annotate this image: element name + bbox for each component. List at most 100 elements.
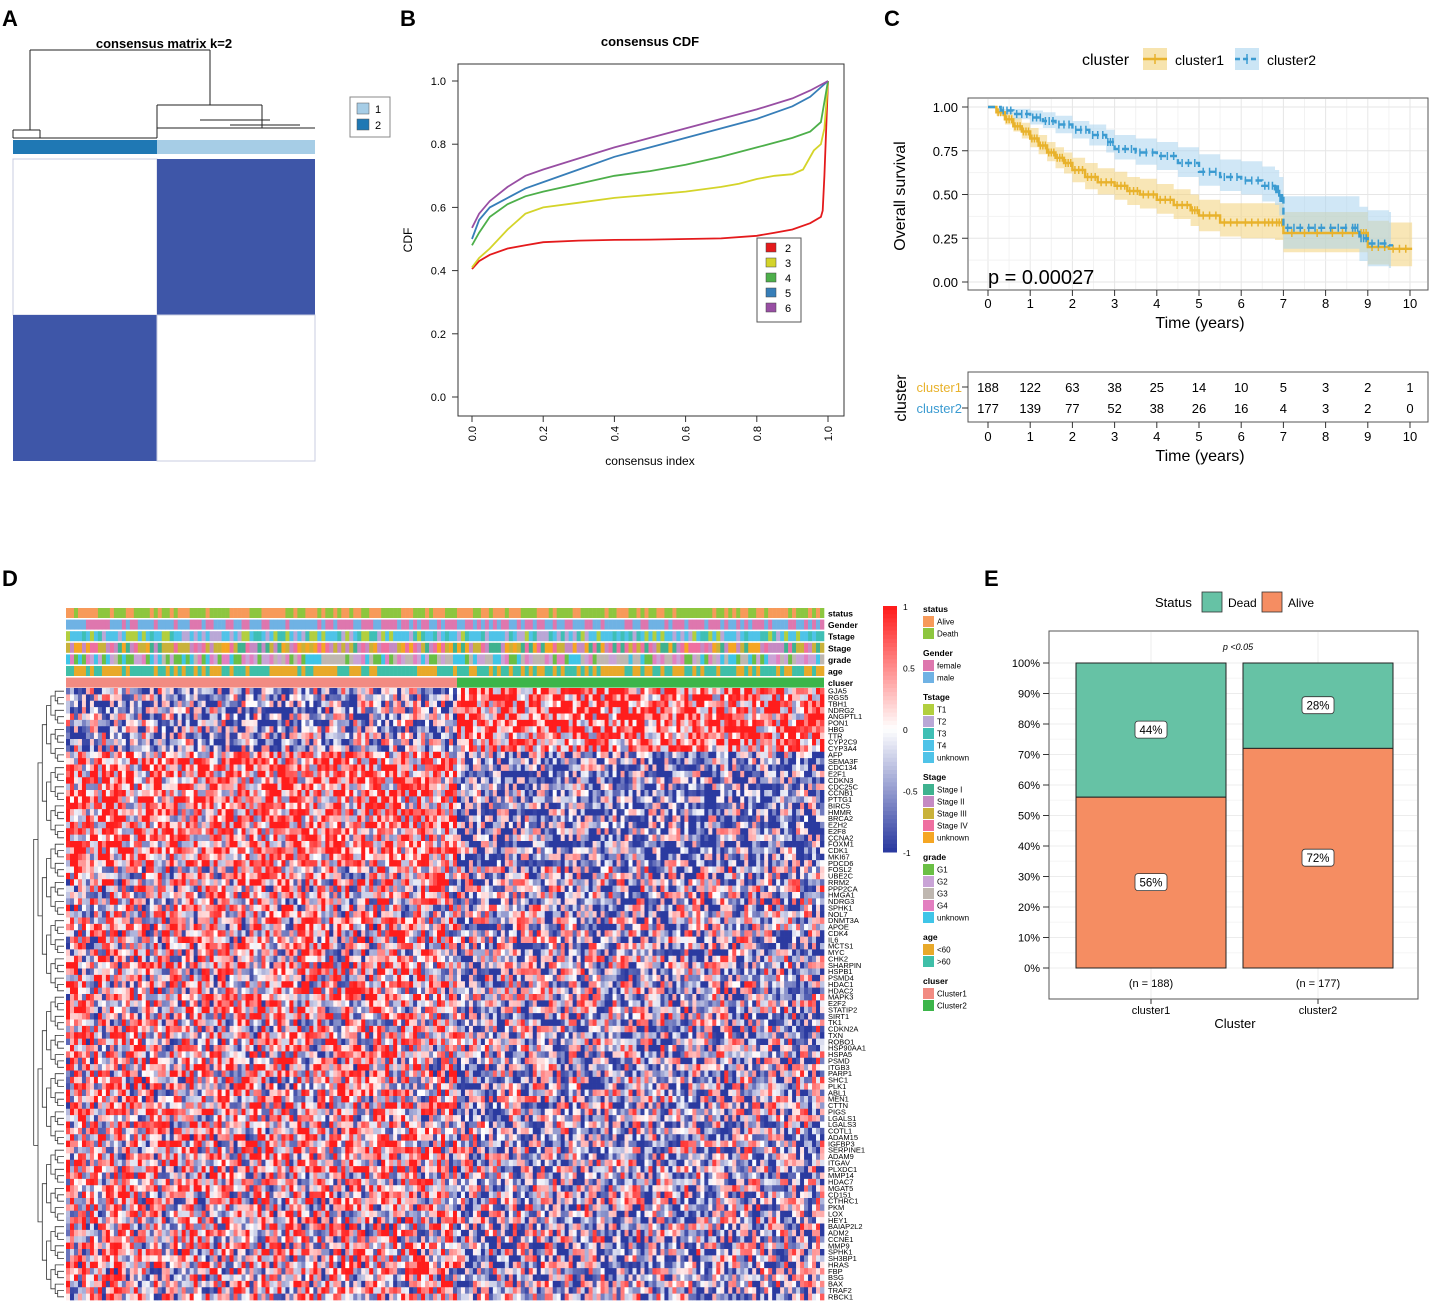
colorbar-step (883, 806, 897, 812)
dendrogram-branch (54, 709, 64, 721)
matrix-legend-label-2: 2 (375, 120, 381, 132)
bar-legend-label: Dead (1228, 596, 1257, 610)
risk-row-label-cluster1: cluster1 (916, 380, 962, 395)
km-x-tick-label: 6 (1238, 296, 1245, 311)
annotation-legend-swatch (923, 704, 934, 715)
colorbar-step (883, 655, 897, 660)
cdf-legend-swatch (765, 242, 777, 253)
annotation-legend-label: unknown (937, 754, 969, 763)
dendrogram-branch (41, 1030, 47, 1108)
annotation-track-age (66, 666, 825, 676)
gene-label: MKI67 (828, 852, 850, 861)
dendrogram-branch (54, 824, 64, 835)
dendrogram-branch (57, 869, 64, 877)
gene-label: RBCK1 (828, 1292, 853, 1301)
dendrogram-branch (54, 977, 64, 988)
heatmap-row (66, 834, 825, 842)
colorbar-step (883, 823, 897, 828)
dendrogram-branch (57, 1098, 64, 1106)
dendrogram-branch (54, 1092, 64, 1103)
colorbar-step (883, 798, 897, 804)
heatmap-row (66, 821, 825, 829)
heatmap-row (66, 943, 825, 950)
consensus-matrix-title: consensus matrix k=2 (96, 36, 232, 51)
heatmap-row (66, 1045, 825, 1052)
cluster-track-2 (456, 677, 824, 688)
bar-y-tick-label: 30% (1018, 872, 1040, 884)
colorbar-step (883, 675, 897, 681)
dendrogram-branch (50, 848, 56, 869)
annotation-legend-swatch (923, 832, 934, 843)
gene-label: FBP (828, 1267, 843, 1276)
dendrogram-branch (46, 705, 51, 745)
heatmap-row (66, 1159, 825, 1167)
heatmap-row (66, 968, 825, 976)
dendrogram-branch (50, 1231, 56, 1251)
risk-x-tick-label: 9 (1364, 429, 1371, 444)
colorbar-step (883, 839, 897, 845)
panel-label-d: D (2, 566, 18, 591)
dendrogram-branch (54, 767, 64, 778)
annotation-legend-swatch (923, 864, 934, 875)
risk-x-tick-label: 2 (1069, 429, 1076, 444)
dendrogram-branch (54, 729, 64, 740)
annotation-legend-label: Stage I (937, 786, 962, 795)
cdf-legend-label: 5 (785, 288, 791, 300)
risk-cell: 0 (1406, 401, 1413, 416)
heatmap-row (66, 1070, 825, 1078)
annotation-legend-swatch (923, 672, 934, 683)
colorbar-step (883, 712, 897, 718)
heatmap-row (66, 1223, 825, 1231)
gene-label: NDRG3 (828, 897, 854, 906)
annotation-track-Gender (66, 619, 825, 630)
bar-y-tick-label: 10% (1018, 933, 1040, 945)
bar-legend-label: Alive (1288, 596, 1314, 610)
km-legend-label: cluster1 (1175, 52, 1224, 68)
gene-label: EZH2 (828, 821, 847, 830)
heatmap-row (66, 1127, 825, 1135)
bar-percent-box (1301, 848, 1335, 867)
annotation-legend-label: Cluster1 (937, 990, 967, 999)
gene-label: PLK1 (828, 1082, 846, 1091)
colorbar-tick-label: 1 (903, 602, 908, 612)
gene-label: MAPK3 (828, 993, 853, 1002)
matrix-legend-label-1: 1 (375, 104, 381, 116)
gene-label: CYP3A4 (828, 744, 857, 753)
annotation-legend-label: Death (937, 630, 958, 639)
colorbar-step (883, 733, 897, 738)
bar-percent-label: 56% (1139, 878, 1162, 890)
colorbar-step (883, 667, 897, 673)
colorbar-step (883, 651, 897, 656)
risk-row-label-cluster2: cluster2 (916, 401, 962, 416)
dendrogram-branch (50, 1039, 56, 1060)
heatmap-row (66, 1108, 825, 1116)
gene-label: FOXM1 (828, 840, 854, 849)
cdf-legend-swatch (765, 272, 777, 283)
heatmap-row (66, 1019, 825, 1027)
risk-x-tick-label: 3 (1111, 429, 1118, 444)
colorbar-step (883, 724, 897, 730)
dendrogram-branch (54, 786, 64, 797)
dendrogram-branch (57, 811, 64, 820)
annotation-track-Stage (66, 642, 825, 653)
annotation-legend-title: cluser (923, 976, 949, 986)
dendrogram-branch (54, 690, 64, 702)
risk-cell: 3 (1322, 401, 1329, 416)
bar-y-tick-label: 80% (1018, 719, 1040, 731)
risk-table-frame (967, 371, 1429, 423)
risk-cell: 188 (977, 380, 999, 395)
heatmap-row (66, 898, 825, 906)
dendrogram-branch (46, 1164, 51, 1204)
heatmap-row (66, 688, 825, 695)
dendrogram-branch (41, 724, 47, 802)
dendrogram-branch (54, 1245, 64, 1256)
bar-y-tick-label: 60% (1018, 780, 1040, 792)
dendrogram-branch (50, 1116, 56, 1137)
heatmap-row (66, 1076, 825, 1084)
consensus-dendrogram (12, 49, 315, 139)
gene-label: CDKN3 (828, 776, 853, 785)
gene-label: HMMR (828, 808, 852, 817)
dendrogram-branch (57, 1060, 64, 1068)
